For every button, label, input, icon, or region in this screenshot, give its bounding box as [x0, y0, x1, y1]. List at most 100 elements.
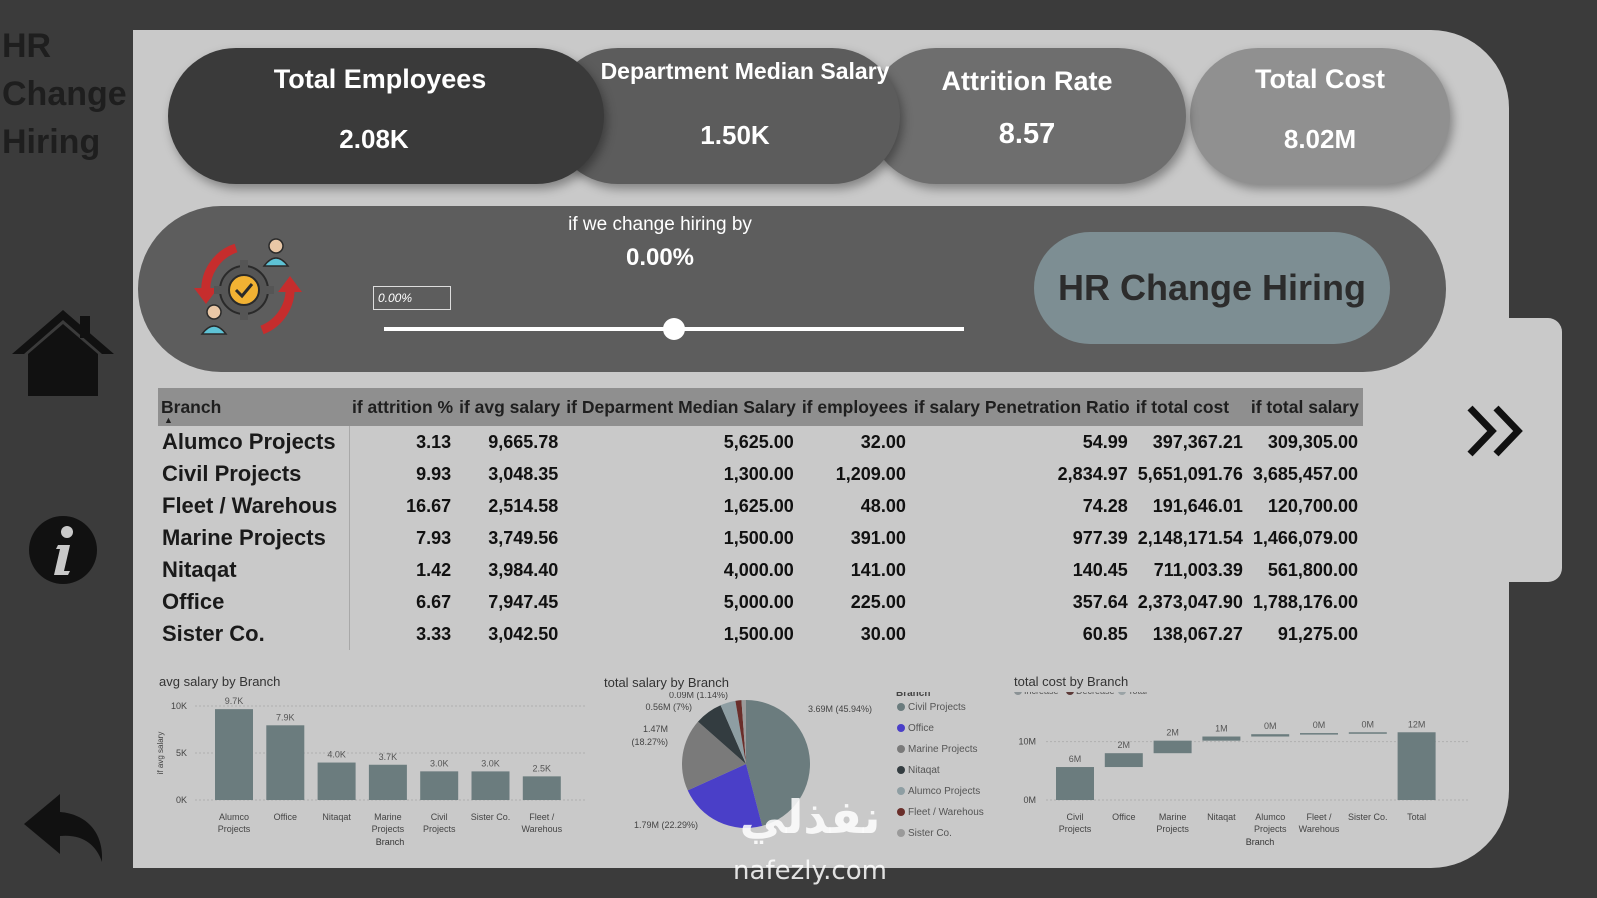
legend-item[interactable]: Fleet / Warehous	[908, 807, 984, 818]
value-cell: 3.33	[416, 623, 452, 644]
scenario-prompt: if we change hiring by	[568, 214, 752, 235]
kpi-total-cost: Total Cost 8.02M	[1190, 48, 1450, 184]
hr-change-hiring-button[interactable]: HR Change Hiring	[1034, 232, 1390, 344]
increase-bar[interactable]	[1251, 734, 1290, 737]
data-label: 3.7K	[379, 752, 398, 762]
value-cell: 3,685,457.00	[1252, 463, 1358, 484]
hr-change-gear-icon	[194, 238, 302, 335]
increase-bar[interactable]	[1300, 733, 1338, 735]
increase-bar[interactable]	[1056, 767, 1094, 800]
increase-bar[interactable]	[1202, 736, 1241, 741]
value-cell: 1,300.00	[723, 463, 794, 484]
table-header-row: Branch ▲ if attrition % if avg salary if …	[158, 388, 1363, 426]
value-cell: 5,000.00	[723, 591, 794, 612]
bar[interactable]	[266, 725, 305, 800]
legend-item[interactable]: Marine Projects	[908, 744, 977, 755]
data-label: 0M	[1313, 720, 1326, 730]
home-icon[interactable]	[10, 308, 116, 398]
pie-slice[interactable]	[735, 700, 746, 764]
column-header-attrition[interactable]: if attrition %	[349, 388, 457, 426]
column-header-total-salary[interactable]: if total salary	[1247, 388, 1363, 426]
hiring-change-input[interactable]	[373, 286, 451, 310]
table-row[interactable]: Nitaqat 1.42 3,984.40 4,000.00 141.00 140.45 7…	[158, 554, 1363, 586]
value-cell: 1,466,079.00	[1252, 527, 1358, 548]
legend-item[interactable]: Decrease	[1076, 692, 1115, 696]
data-label: 7.9K	[276, 712, 295, 722]
legend-item[interactable]: Total	[1128, 692, 1147, 696]
kpi-attrition-rate: Attrition Rate 8.57	[868, 48, 1186, 184]
column-header-median-salary[interactable]: if Deparment Median Salary	[563, 388, 799, 426]
legend-item[interactable]: Alumco Projects	[908, 786, 980, 797]
increase-bar[interactable]	[1153, 740, 1192, 754]
pie-slice[interactable]	[741, 700, 746, 764]
table-row[interactable]: Alumco Projects 3.13 9,665.78 5,625.00 32.00…	[158, 426, 1363, 458]
value-cell: 4,000.00	[723, 559, 794, 580]
pie-slice[interactable]	[697, 705, 746, 764]
value-cell: 16.67	[406, 495, 452, 516]
data-label: 0M	[1362, 719, 1375, 729]
increase-bar[interactable]	[1104, 753, 1143, 768]
bar[interactable]	[215, 709, 253, 800]
legend-marker	[1118, 692, 1126, 695]
legend-item[interactable]: Sister Co.	[908, 828, 952, 839]
data-label: 0M	[1264, 721, 1277, 731]
value-cell: 32.00	[860, 431, 906, 452]
legend-item[interactable]: Civil Projects	[908, 702, 966, 713]
legend-item[interactable]: Office	[908, 723, 934, 734]
branch-table: Branch ▲ if attrition % if avg salary if …	[158, 388, 1468, 658]
table-row[interactable]: Fleet / Warehous 16.67 2,514.58 1,625.00 48.…	[158, 490, 1363, 522]
value-cell: 91,275.00	[1277, 623, 1358, 644]
table-row[interactable]: Civil Projects 9.93 3,048.35 1,300.00 1,209.…	[158, 458, 1363, 490]
value-cell: 48.00	[860, 495, 906, 516]
hiring-change-slider-thumb[interactable]	[663, 318, 685, 340]
scenario-value: 0.00%	[625, 244, 695, 271]
total-bar[interactable]	[1397, 732, 1436, 800]
column-header-employees[interactable]: if employees	[798, 388, 911, 426]
legend-item[interactable]: Increase	[1024, 692, 1059, 696]
value-cell: 1.42	[416, 559, 452, 580]
data-label: 12M	[1408, 719, 1426, 729]
branch-cell: Civil Projects	[158, 458, 350, 490]
value-cell: 1,625.00	[723, 495, 794, 516]
chart-title-total-cost: total cost by Branch	[1014, 674, 1129, 689]
kpi-department-median-salary: Department Median Salary 1.50K	[550, 48, 900, 184]
value-cell: 391.00	[850, 527, 906, 548]
bar[interactable]	[471, 771, 510, 800]
x-axis-label: Branch	[376, 837, 405, 847]
value-cell: 141.00	[850, 559, 906, 580]
value-cell: 30.00	[860, 623, 906, 644]
chart-title-avg-salary: avg salary by Branch	[159, 674, 281, 689]
pie-slice[interactable]	[682, 721, 746, 791]
pie-slice[interactable]	[720, 700, 746, 764]
table-row[interactable]: Office 6.67 7,947.45 5,000.00 225.00 357.64 2,…	[158, 586, 1363, 618]
pie-slice[interactable]	[687, 764, 763, 828]
kpi-label: Department Median Salary	[600, 58, 890, 84]
bar[interactable]	[420, 771, 459, 800]
info-icon[interactable]	[28, 515, 98, 585]
bar[interactable]	[522, 776, 561, 800]
back-arrow-icon[interactable]	[22, 792, 108, 864]
increase-bar[interactable]	[1348, 732, 1387, 734]
branch-cell: Nitaqat	[158, 554, 350, 586]
column-header-total-cost[interactable]: if total cost	[1132, 388, 1248, 426]
branch-cell: Marine Projects	[158, 522, 350, 554]
column-header-avg-salary[interactable]: if avg salary	[456, 388, 564, 426]
value-cell: 140.45	[1072, 559, 1128, 580]
table-row[interactable]: Sister Co. 3.33 3,042.50 1,500.00 30.00 60.85…	[158, 618, 1363, 650]
bar[interactable]	[317, 762, 356, 800]
bar[interactable]	[368, 764, 407, 800]
column-header-branch[interactable]: Branch ▲	[158, 388, 349, 426]
x-tick-label: Projects	[1059, 824, 1092, 834]
page-title-line: Change	[2, 75, 127, 113]
next-page-chevron-icon[interactable]	[1466, 404, 1530, 458]
legend-item[interactable]: Nitaqat	[908, 765, 940, 776]
table-row[interactable]: Marine Projects 7.93 3,749.56 1,500.00 391.0…	[158, 522, 1363, 554]
x-tick-label: Marine	[374, 812, 402, 822]
x-axis-label: Branch	[1246, 837, 1275, 847]
legend-marker	[1066, 692, 1074, 695]
branch-cell: Office	[158, 586, 350, 618]
x-tick-label: Alumco	[219, 812, 249, 822]
pie-slice[interactable]	[746, 700, 810, 826]
column-header-penetration[interactable]: if salary Penetration Ratio	[910, 388, 1133, 426]
data-label: 2.5K	[533, 763, 552, 773]
